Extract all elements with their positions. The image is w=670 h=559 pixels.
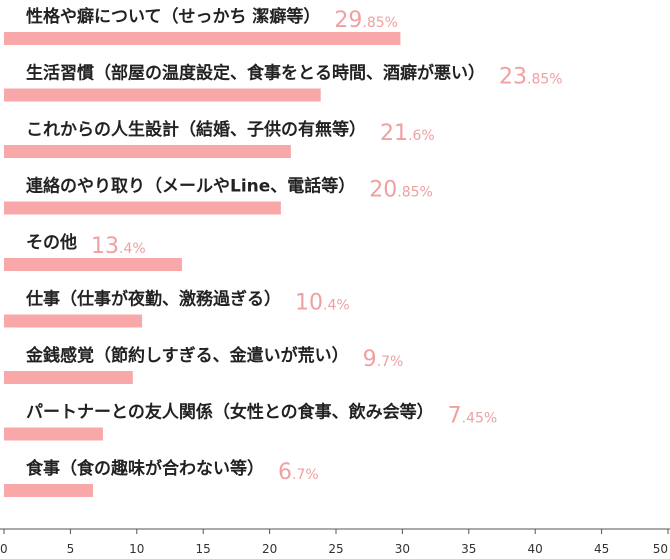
category-label: その他	[26, 232, 77, 253]
category-labels-group: 性格や癖について（せっかち 潔癖等） 生活習慣（部屋の温度設定、食事をとる時間、酒…	[25, 6, 485, 479]
bar	[4, 88, 321, 102]
category-label: 連絡のやり取り（メールやLine、電話等）	[26, 176, 355, 197]
bars-group	[4, 32, 401, 497]
bar	[4, 258, 182, 271]
x-tick-label: 0	[0, 542, 8, 556]
value-label: 9.7%	[363, 347, 404, 372]
bar	[4, 484, 93, 497]
category-label: 生活習慣（部屋の温度設定、食事をとる時間、酒癖が悪い）	[26, 63, 485, 84]
value-label: 23.85%	[499, 65, 563, 90]
x-tick-label: 5	[67, 542, 75, 556]
x-tick-label: 10	[129, 542, 144, 556]
value-label: 6.7%	[278, 460, 319, 485]
bar	[4, 201, 281, 215]
category-label: 金銭感覚（節約しすぎる、金遣いが荒い）	[25, 345, 349, 366]
category-label: 性格や癖について（せっかち 潔癖等）	[26, 6, 320, 27]
value-label: 20.85%	[369, 178, 433, 203]
x-tick-label: 20	[262, 542, 277, 556]
category-label: 仕事（仕事が夜勤、激務過ぎる）	[25, 289, 281, 310]
bar	[4, 32, 401, 45]
x-tick-label: 40	[528, 542, 543, 556]
x-axis-ticks-group: 0 5 10 15 20 25 30 35 40 45 50	[0, 529, 669, 556]
x-tick-label: 30	[395, 542, 410, 556]
category-label: パートナーとの友人関係（女性との食事、飲み会等）	[26, 402, 434, 423]
value-label: 10.4%	[295, 291, 350, 316]
bar	[4, 314, 143, 328]
category-label: 食事（食の趣味が合わない等）	[26, 458, 264, 479]
value-label: 29.85%	[334, 8, 398, 33]
x-tick-label: 15	[196, 542, 211, 556]
value-label: 21.6%	[380, 121, 435, 146]
value-label: 13.4%	[91, 234, 146, 259]
bar	[4, 371, 133, 384]
value-labels-group: 29.85% 23.85% 21.6% 20.85% 13.4% 10.4% 9.7% 7.4…	[91, 8, 563, 485]
x-tick-label: 45	[594, 542, 609, 556]
bar	[4, 145, 291, 158]
value-label: 7.45%	[448, 404, 498, 429]
category-label: これからの人生設計（結婚、子供の有無等）	[26, 119, 366, 140]
x-tick-label: 35	[461, 542, 476, 556]
x-tick-label: 25	[328, 542, 343, 556]
x-tick-label: 50	[653, 542, 668, 556]
bar	[4, 427, 103, 441]
